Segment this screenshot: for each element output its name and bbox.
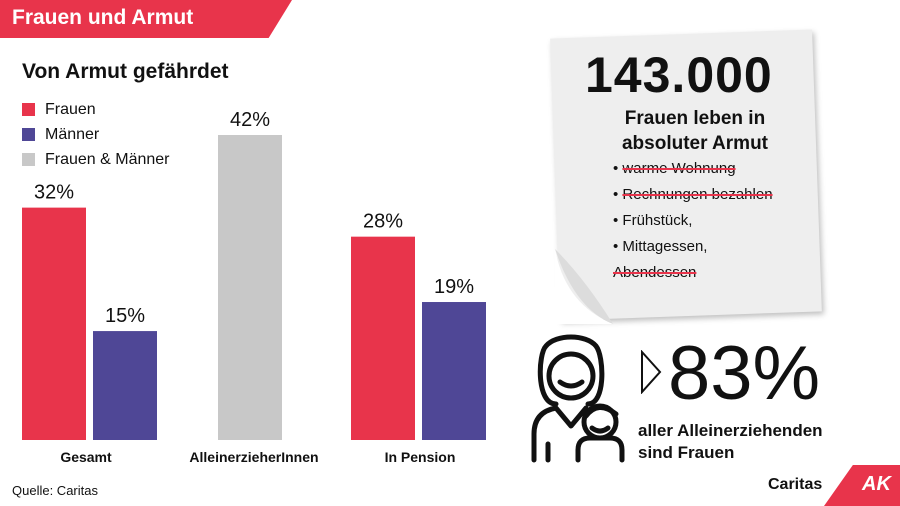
bar-gesamt-männer xyxy=(93,331,157,440)
category-label: In Pension xyxy=(385,449,456,465)
note-list: • warme Wohnung • Rechnungen bezahlen • … xyxy=(613,156,773,286)
bar-alleinerzieherinnen-frauen-männer xyxy=(218,135,282,440)
note-item: • warme Wohnung xyxy=(613,160,736,177)
legend-label-frauen: Frauen xyxy=(45,100,96,118)
title-banner: Frauen und Armut xyxy=(0,0,292,38)
caritas-logo: Caritas xyxy=(768,476,823,493)
note-item-label: warme Wohnung xyxy=(622,160,736,177)
note-item-label: Mittagessen, xyxy=(622,238,708,255)
legend-item-frauen: Frauen xyxy=(22,97,170,122)
legend-item-maenner: Männer xyxy=(22,122,170,147)
note-item-label: Rechnungen bezahlen xyxy=(622,186,773,203)
legend-swatch-maenner xyxy=(22,128,35,141)
bar-value-label: 32% xyxy=(34,182,74,204)
note-text-line2: absoluter Armut xyxy=(621,133,769,154)
legend: Frauen Männer Frauen & Männer xyxy=(22,97,170,172)
category-label: AlleinerzieherInnen xyxy=(189,449,318,465)
note-item: • Frühstück, xyxy=(613,212,693,229)
note-item: • Rechnungen bezahlen xyxy=(613,186,773,203)
note-item: Abendessen xyxy=(613,260,773,286)
chevron-right-icon xyxy=(641,350,662,394)
legend-label-beide: Frauen & Männer xyxy=(45,150,170,168)
note-item: • Mittagessen, xyxy=(613,238,708,255)
chart-title: Von Armut gefährdet xyxy=(22,60,229,83)
bar-value-label: 19% xyxy=(434,276,474,298)
page-title: Frauen und Armut xyxy=(12,6,194,29)
ak-logo: AK xyxy=(824,465,900,506)
stat-text-line1: aller Alleinerziehenden xyxy=(638,421,823,440)
legend-item-beide: Frauen & Männer xyxy=(22,147,170,172)
stat-percent: 83% xyxy=(668,331,821,416)
note-item-label: Abendessen xyxy=(613,264,697,281)
sticky-note: 143.000 Frauen leben in absoluter Armut … xyxy=(550,29,822,324)
bar-in-pension-männer xyxy=(422,302,486,440)
note-text: Frauen leben in absoluter Armut xyxy=(595,106,795,156)
ak-logo-text: AK xyxy=(862,473,891,495)
source-note: Quelle: Caritas xyxy=(12,483,98,498)
note-number: 143.000 xyxy=(585,47,773,103)
mother-child-icon xyxy=(531,334,625,463)
bar-value-label: 15% xyxy=(105,305,145,327)
stat-text-line2: sind Frauen xyxy=(638,443,735,462)
bar-chart: 32% 15% 42% 28% 19% Gesamt AlleinerzieherInnen… xyxy=(22,109,486,465)
note-item-label: Frühstück, xyxy=(622,212,693,229)
bar-gesamt-frauen xyxy=(22,207,86,440)
page-curl-icon xyxy=(555,249,613,324)
note-text-line1: Frauen leben in xyxy=(624,108,766,129)
legend-label-maenner: Männer xyxy=(45,125,100,143)
bar-value-label: 42% xyxy=(230,109,270,131)
bar-value-label: 28% xyxy=(363,211,403,233)
legend-swatch-beide xyxy=(22,153,35,166)
legend-swatch-frauen xyxy=(22,103,35,116)
stat-text: aller Alleinerziehenden sind Frauen xyxy=(638,420,823,464)
category-label: Gesamt xyxy=(60,449,112,465)
bar-in-pension-frauen xyxy=(351,236,415,440)
